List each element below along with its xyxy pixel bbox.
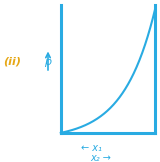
Text: (ii): (ii) bbox=[3, 57, 21, 67]
Text: ← x₁: ← x₁ bbox=[81, 143, 102, 153]
Text: x₂ →: x₂ → bbox=[90, 153, 111, 162]
Text: p: p bbox=[44, 57, 52, 67]
